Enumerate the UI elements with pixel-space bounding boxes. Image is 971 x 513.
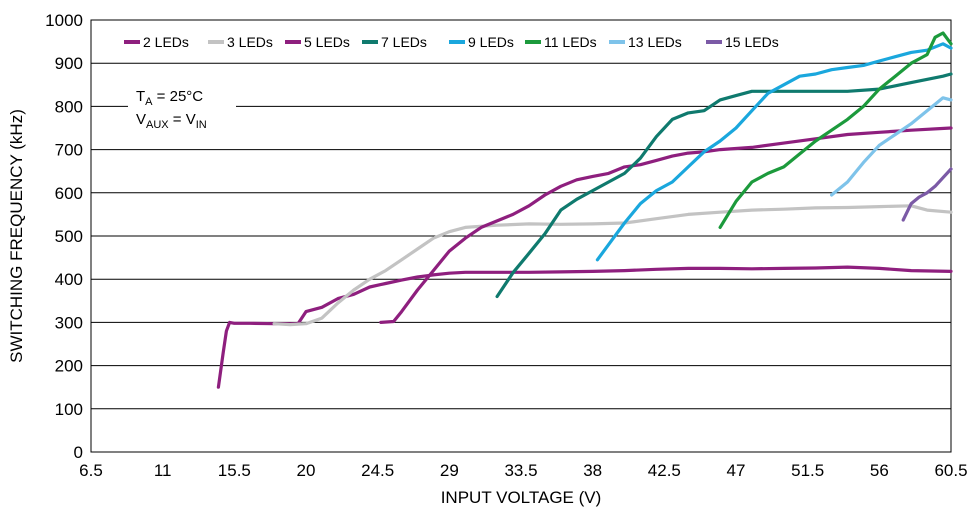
series-line-13-leds	[829, 96, 953, 197]
x-tick-label: 11	[154, 461, 172, 480]
legend-label: 5 LEDs	[304, 34, 350, 50]
series-line-15-leds	[901, 167, 953, 222]
series-line-7-leds	[495, 72, 953, 299]
x-tick-label: 29	[440, 461, 459, 480]
x-tick-label: 15.5	[218, 461, 251, 480]
y-tick-label: 1000	[45, 11, 83, 30]
x-tick-label: 47	[727, 461, 746, 480]
series-lines	[216, 31, 953, 389]
series-line-5-leds	[379, 126, 953, 324]
y-tick-label: 500	[55, 227, 83, 246]
x-tick-label: 6.5	[79, 461, 103, 480]
annotation-background	[128, 83, 236, 133]
y-tick-label: 400	[55, 270, 83, 289]
y-axis-title: SWITCHING FREQUENCY (kHz)	[7, 109, 26, 363]
legend-label: 7 LEDs	[381, 34, 427, 50]
x-axis-title: INPUT VOLTAGE (V)	[441, 488, 602, 507]
series-line-9-leds	[595, 42, 953, 262]
legend-label: 11 LEDs	[544, 34, 597, 50]
x-tick-label: 42.5	[648, 461, 681, 480]
legend-label: 3 LEDs	[227, 34, 273, 50]
plot-frame	[90, 19, 952, 453]
x-tick-label: 24.5	[361, 461, 394, 480]
y-tick-label: 700	[55, 141, 83, 160]
series-line-2-leds	[216, 265, 953, 389]
y-tick-label: 800	[55, 97, 83, 116]
y-tick-label: 900	[55, 54, 83, 73]
x-tick-label: 56	[870, 461, 889, 480]
legend-label: 9 LEDs	[468, 34, 514, 50]
x-tick-label: 51.5	[791, 461, 824, 480]
x-tick-label: 60.5	[934, 461, 967, 480]
y-tick-label: 0	[74, 443, 83, 462]
y-tick-label: 200	[55, 357, 83, 376]
series-line-11-leds	[718, 31, 953, 229]
y-tick-labels: 0 100 200 300 400 500 600 700 800 900 1000	[45, 11, 83, 462]
legend-label: 15 LEDs	[725, 34, 779, 50]
y-tick-label: 300	[55, 313, 83, 332]
x-tick-labels: 6.5 11 15.5 20 24.5 29 33.5 38 42.5 47 51.5 56 60.5	[79, 461, 967, 480]
x-tick-label: 20	[297, 461, 316, 480]
legend: 2 LEDs 3 LEDs 5 LEDs 7 LEDs 9 LEDs 11 LEDs 13 …	[117, 31, 797, 53]
x-tick-label: 33.5	[504, 461, 537, 480]
series-line-3-leds	[272, 204, 953, 327]
x-tick-label: 38	[583, 461, 602, 480]
legend-label: 13 LEDs	[628, 34, 682, 50]
y-tick-label: 600	[55, 184, 83, 203]
annotation-temperature: TA = 25°C	[136, 88, 203, 108]
legend-label: 2 LEDs	[143, 34, 189, 50]
y-tick-label: 100	[55, 400, 83, 419]
annotation-vaux: VAUX = VIN	[136, 111, 207, 131]
